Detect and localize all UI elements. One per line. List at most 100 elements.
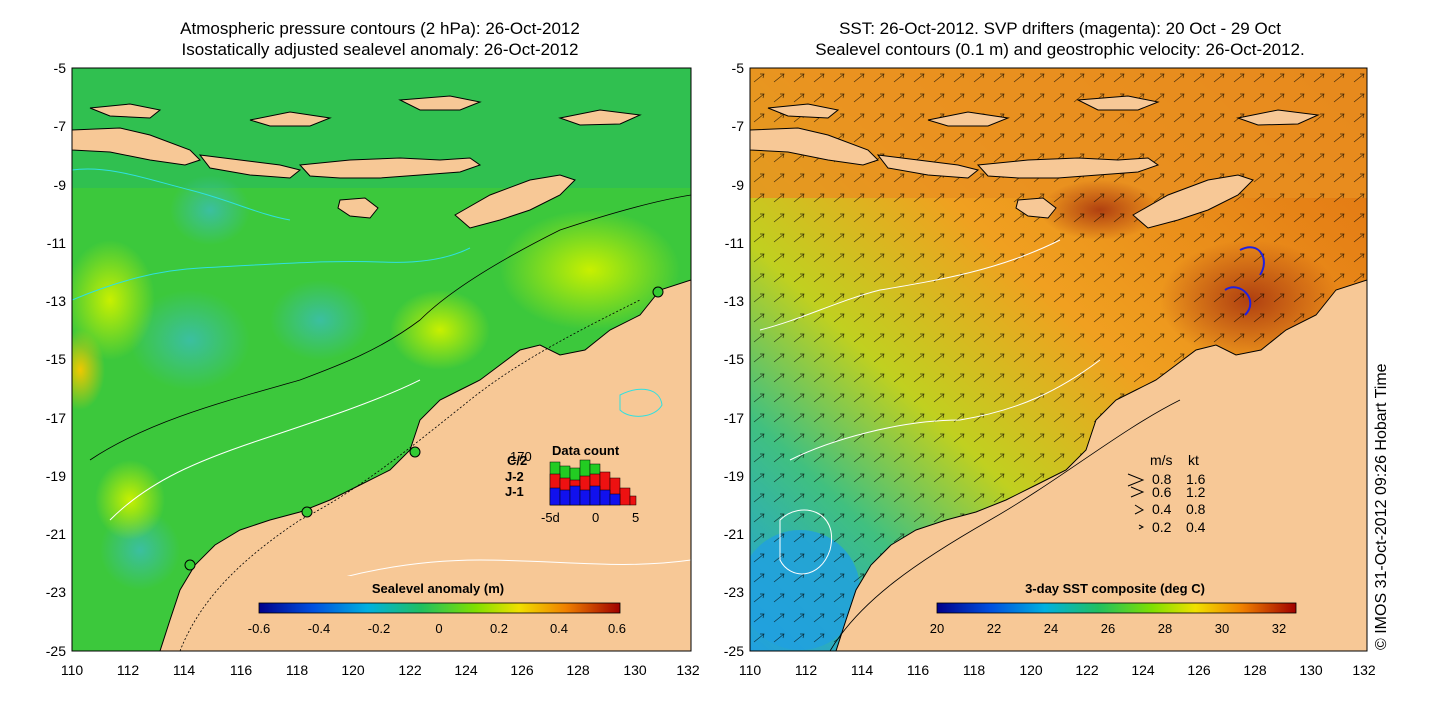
- y-tick: -19: [46, 468, 66, 484]
- x-tick: 120: [341, 662, 365, 678]
- sst-tick: 28: [1158, 621, 1172, 636]
- x-tick: 132: [676, 662, 700, 678]
- sst-tick: 32: [1272, 621, 1286, 636]
- x-tick: 118: [286, 662, 309, 678]
- x-tick: 126: [1187, 662, 1211, 678]
- sla-tick: 0.2: [490, 621, 508, 636]
- data-count-max: 170: [510, 449, 532, 464]
- sla-tick: -0.6: [248, 621, 270, 636]
- right-y-axis: -5 -7 -9 -11 -13 -15 -17 -19 -21 -23 -25: [724, 60, 744, 659]
- y-tick: -13: [46, 293, 66, 309]
- bali-lombok-island: [876, 154, 980, 179]
- sla-tick: -0.2: [368, 621, 390, 636]
- x-tick: 120: [1019, 662, 1043, 678]
- y-tick: -21: [724, 526, 744, 542]
- y-tick: -7: [732, 118, 745, 134]
- x-tick: 118: [963, 662, 986, 678]
- left-title-line2: Isostatically adjusted sealevel anomaly:…: [181, 40, 579, 59]
- sst-tick: 24: [1044, 621, 1058, 636]
- velocity-arrow-icon: [1138, 524, 1145, 530]
- bali-lombok-island: [198, 154, 302, 179]
- y-tick: -15: [46, 351, 66, 367]
- sumba-island: [337, 197, 379, 219]
- sst-colorbar-label: 3-day SST composite (deg C): [1025, 581, 1205, 596]
- x-tick: 122: [1075, 662, 1099, 678]
- australia-land: [835, 279, 1367, 651]
- data-count-xtick: 5: [632, 510, 639, 525]
- northern-islands: [89, 95, 642, 127]
- y-tick: -5: [732, 60, 745, 76]
- y-tick: -19: [724, 468, 744, 484]
- velocity-kt: 1.6: [1186, 471, 1206, 487]
- right-title-line1: SST: 26-Oct-2012. SVP drifters (magenta)…: [839, 19, 1281, 38]
- sla-tick: 0: [435, 621, 442, 636]
- velocity-ms: 0.2: [1152, 519, 1172, 535]
- sst-colorbar-gradient: [936, 602, 1297, 614]
- y-tick: -21: [46, 526, 66, 542]
- right-map: -5 -7 -9 -11 -13 -15 -17 -19 -21 -23 -25…: [724, 60, 1390, 678]
- velocity-kt: 1.2: [1186, 484, 1206, 500]
- y-tick: -9: [54, 177, 67, 193]
- x-tick: 124: [1131, 662, 1155, 678]
- sat-label-c2: C/2: [507, 453, 527, 468]
- left-map: -5 -7 -9 -11 -13 -15 -17 -19 -21 -23 -25…: [46, 60, 700, 678]
- x-tick: 124: [454, 662, 478, 678]
- data-count-xtick: 0: [592, 510, 599, 525]
- sst-tick: 22: [987, 621, 1001, 636]
- x-tick: 132: [1352, 662, 1376, 678]
- velocity-arrow-icon: [1130, 486, 1145, 498]
- y-tick: -25: [724, 643, 744, 659]
- tide-gauge-marker: [184, 559, 196, 571]
- velocity-kt: 0.4: [1186, 519, 1206, 535]
- x-tick: 112: [795, 662, 818, 678]
- data-count-inset: 170 Data count C/2 J-2 J-1: [505, 443, 639, 525]
- sla-tick: 0.6: [608, 621, 626, 636]
- y-tick: -11: [725, 235, 744, 251]
- x-tick: 116: [907, 662, 930, 678]
- y-tick: -23: [46, 584, 66, 600]
- velocity-arrow-icon: [1134, 504, 1145, 515]
- velocity-arrow-icon: [1127, 473, 1145, 487]
- sst-tick: 20: [930, 621, 944, 636]
- x-tick: 110: [61, 662, 84, 678]
- sla-tick: -0.4: [308, 621, 330, 636]
- x-tick: 128: [1243, 662, 1267, 678]
- x-tick: 110: [739, 662, 762, 678]
- x-tick: 114: [851, 662, 874, 678]
- velocity-ms: 0.8: [1152, 471, 1172, 487]
- y-tick: -7: [54, 118, 67, 134]
- tide-gauge-marker: [409, 446, 421, 458]
- x-tick: 130: [623, 662, 647, 678]
- sumba-island: [1015, 197, 1057, 219]
- credit-text: © IMOS 31-Oct-2012 09:26 Hobart Time: [1373, 363, 1390, 650]
- tide-gauge-marker: [301, 506, 313, 518]
- sat-label-j2: J-2: [505, 469, 524, 484]
- sst-tick: 26: [1101, 621, 1115, 636]
- right-x-axis: 110 112 114 116 118 120 122 124 126 128 …: [739, 662, 1376, 678]
- java-island: [72, 127, 201, 166]
- sumbawa-flores-island: [976, 157, 1160, 179]
- data-count-xtick: -5d: [541, 510, 560, 525]
- timor-island: [1132, 174, 1254, 229]
- left-title-line1: Atmospheric pressure contours (2 hPa): 2…: [180, 19, 580, 38]
- left-panel-title: Atmospheric pressure contours (2 hPa): 2…: [70, 18, 690, 60]
- velocity-kt: 0.8: [1186, 501, 1206, 517]
- sat-label-j1: J-1: [505, 484, 524, 499]
- x-tick: 130: [1299, 662, 1323, 678]
- right-title-line2: Sealevel contours (0.1 m) and geostrophi…: [815, 40, 1305, 59]
- velocity-ms: 0.6: [1152, 484, 1172, 500]
- sumbawa-flores-island: [298, 157, 482, 179]
- y-tick: -23: [724, 584, 744, 600]
- y-tick: -9: [732, 177, 745, 193]
- northern-islands: [767, 95, 1320, 127]
- x-tick: 114: [173, 662, 196, 678]
- x-tick: 126: [510, 662, 534, 678]
- tide-gauge-marker: [652, 286, 664, 298]
- sla-colorbar-label: Sealevel anomaly (m): [372, 581, 504, 596]
- y-tick: -17: [46, 410, 66, 426]
- x-tick: 112: [117, 662, 140, 678]
- sla-tick: 0.4: [550, 621, 568, 636]
- y-tick: -15: [724, 351, 744, 367]
- x-tick: 128: [566, 662, 590, 678]
- left-x-axis: 110 112 114 116 118 120 122 124 126 128 …: [61, 662, 700, 678]
